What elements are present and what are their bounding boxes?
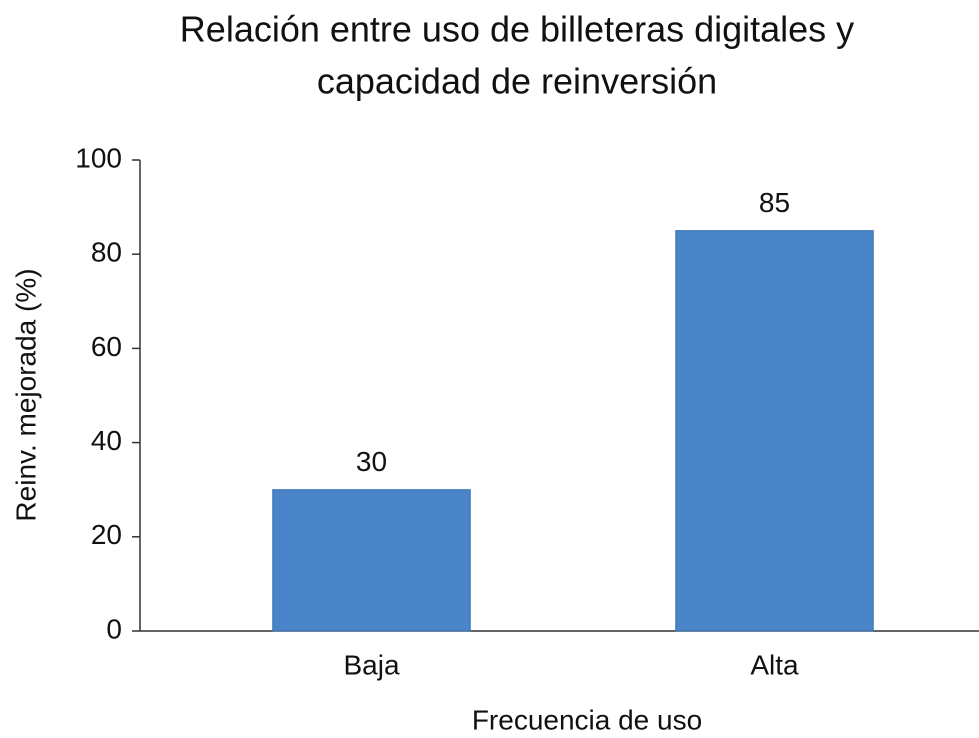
y-tick-label: 0: [106, 613, 122, 644]
x-tick-label: Alta: [750, 649, 799, 680]
chart-title: Relación entre uso de billeteras digital…: [180, 9, 854, 50]
y-axis-label: Reinv. mejorada (%): [10, 268, 41, 521]
bar: [675, 230, 874, 632]
y-tick-label: 40: [91, 425, 122, 456]
y-tick-label: 20: [91, 519, 122, 550]
y-tick-label: 80: [91, 237, 122, 268]
data-label: 85: [759, 187, 790, 218]
chart-title: capacidad de reinversión: [317, 61, 717, 102]
y-tick-label: 100: [75, 142, 122, 173]
data-label: 30: [356, 446, 387, 477]
bar: [272, 489, 471, 632]
x-axis-label: Frecuencia de uso: [472, 704, 702, 735]
x-tick-label: Baja: [343, 649, 399, 680]
y-tick-label: 60: [91, 331, 122, 362]
